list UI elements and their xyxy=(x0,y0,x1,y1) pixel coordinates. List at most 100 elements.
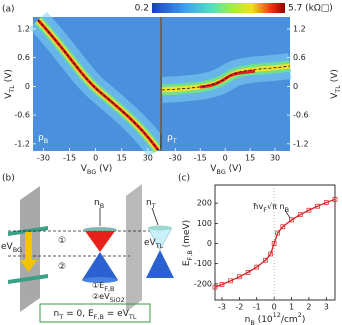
data-point xyxy=(271,241,277,246)
condition-box: nT = 0, EF,B = eVTL xyxy=(54,309,137,322)
map-name: ρT xyxy=(167,133,177,146)
condition-box-part: F,B xyxy=(94,313,104,321)
data-line xyxy=(214,198,336,288)
x-axis-label-part: BG xyxy=(216,168,225,176)
x-axis-label-part: V xyxy=(210,164,217,174)
voltage-label: eVTL xyxy=(144,238,164,251)
annotation-part: √π n xyxy=(267,202,285,211)
x-tick-label: -15 xyxy=(194,154,207,163)
energy-legend-part: ②eV xyxy=(92,292,110,301)
y-axis-label-part: TL xyxy=(8,85,16,94)
x-axis-label-part: ) xyxy=(302,315,306,325)
x-axis-label-part: (10 xyxy=(255,315,273,325)
cone-label-part: T xyxy=(151,202,156,210)
y-tick-label: 1.2 xyxy=(293,24,306,33)
cone-label: nT xyxy=(146,198,156,211)
y-tick-label: -1.2 xyxy=(293,139,309,148)
y-axis-label-part: TL xyxy=(334,85,342,94)
x-axis-label-part: /cm xyxy=(281,315,298,325)
data-point xyxy=(245,270,251,275)
voltage-label-part: TL xyxy=(155,242,164,250)
heatmap-left xyxy=(29,11,168,158)
x-axis-label: nB (1012/cm2) xyxy=(245,311,306,325)
voltage-label-part: eV xyxy=(1,242,14,252)
energy-legend-part: SiO2 xyxy=(110,296,125,304)
cone-label: nB xyxy=(94,198,104,211)
x-tick-label: -30 xyxy=(37,154,50,163)
data-point xyxy=(268,251,274,257)
y-tick-label: -100 xyxy=(194,259,212,268)
energy-mark: ① xyxy=(58,236,66,246)
x-tick-label: 15 xyxy=(245,154,255,163)
x-tick-label: 15 xyxy=(117,154,127,163)
colorbar-tick-label: 5.7 (kΩ□) xyxy=(288,4,333,14)
x-tick-label: -15 xyxy=(63,154,76,163)
y-tick-label: 200 xyxy=(197,199,212,208)
y-tick-label: -0.6 xyxy=(293,111,309,120)
x-tick-label: 0 xyxy=(223,154,228,163)
y-axis-label: VTL (V) xyxy=(4,69,17,99)
x-axis-label-part: B xyxy=(250,319,254,325)
data-point xyxy=(212,284,218,290)
y-tick-label: -0.6 xyxy=(14,111,30,120)
data-point xyxy=(323,200,329,205)
y-tick-label: -1.2 xyxy=(14,139,30,148)
energy-legend: ①EF,B xyxy=(92,281,115,294)
panel-label: (a) xyxy=(2,5,15,15)
data-point xyxy=(289,217,294,223)
condition-box-part: = 0, E xyxy=(63,309,94,319)
energy-legend: ②eVSiO2 xyxy=(92,292,125,305)
map-name: ρB xyxy=(38,133,48,146)
heatmap-right xyxy=(161,17,292,151)
colorbar xyxy=(152,3,285,13)
x-tick-label: -1 xyxy=(253,303,261,312)
x-tick-label: -3 xyxy=(218,303,226,312)
map-name-part: T xyxy=(172,137,177,145)
y-tick-label: 0 xyxy=(293,82,298,91)
x-axis-label-part: V xyxy=(81,164,88,174)
x-tick-label: 0 xyxy=(93,154,98,163)
y-tick-label: -200 xyxy=(194,279,212,288)
condition-box-part: T xyxy=(58,313,63,321)
map-name-part: ρ xyxy=(167,133,173,143)
y-axis-label-part: (V) xyxy=(330,69,340,85)
y-axis-label-part: E xyxy=(182,260,192,266)
y-tick-label: 0.6 xyxy=(293,53,306,62)
energy-legend-part: F,B xyxy=(104,285,114,293)
data-point xyxy=(219,282,225,287)
x-tick-label: 0 xyxy=(272,303,277,312)
y-tick-label: 0 xyxy=(25,82,30,91)
data-point xyxy=(297,212,303,218)
condition-box-part: TL xyxy=(128,313,137,321)
x-axis-label: VBG (V) xyxy=(210,164,242,177)
y-axis-label: EF,B (meV) xyxy=(182,220,195,266)
map-name-part: B xyxy=(44,137,48,145)
y-tick-label: 100 xyxy=(197,219,212,228)
annotation-part: B xyxy=(285,206,289,214)
data-point xyxy=(306,207,312,213)
y-tick-label: 0.6 xyxy=(17,53,30,62)
x-axis-label-part: 2 xyxy=(298,311,302,319)
data-point xyxy=(280,224,286,230)
condition-box-part: = eV xyxy=(104,309,130,319)
y-tick-label: 1.2 xyxy=(17,24,30,33)
x-tick-label: 2 xyxy=(306,303,311,312)
energy-mark-part: ② xyxy=(58,262,66,272)
data-point xyxy=(332,196,338,202)
y-axis-label: VTL (V) xyxy=(330,69,342,99)
cone-label-part: B xyxy=(100,202,104,210)
energy-legend-part: ①E xyxy=(92,281,104,290)
map-name-part: ρ xyxy=(38,133,44,143)
panel-label: (c) xyxy=(178,174,190,184)
y-axis-label-part: V xyxy=(330,92,340,99)
x-tick-label: -30 xyxy=(169,154,182,163)
annotation-part: ħv xyxy=(253,202,264,211)
annotation: ħvF√π nB xyxy=(253,202,289,215)
cone-label-part: n xyxy=(94,198,100,208)
x-axis-label-part: 12 xyxy=(273,311,281,319)
data-point xyxy=(254,264,260,270)
x-tick-label: 30 xyxy=(143,154,153,163)
voltage-label: eVBG xyxy=(1,242,22,255)
device-diagram xyxy=(8,184,174,323)
